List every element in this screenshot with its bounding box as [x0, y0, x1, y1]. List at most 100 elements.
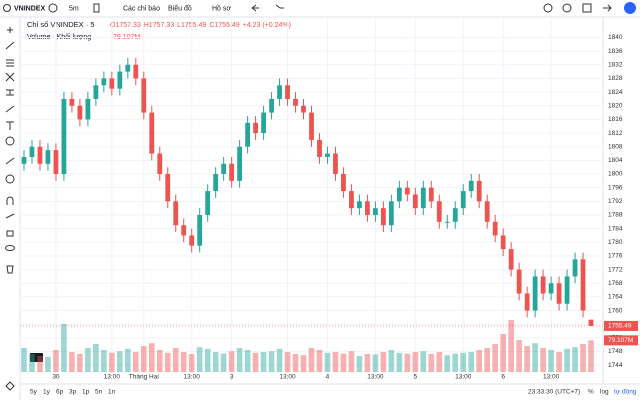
compare-button[interactable] [48, 3, 58, 13]
volume-bar [396, 352, 403, 372]
volume-bar [516, 340, 522, 372]
volume-badge [604, 335, 638, 346]
range-button[interactable]: 1y [43, 389, 51, 396]
volume-bar [492, 344, 498, 372]
magnet-tool[interactable] [6, 196, 14, 205]
range-button[interactable]: 1n [108, 389, 116, 396]
y-tick-label: 1760 [608, 307, 623, 314]
candle-body [269, 98, 274, 113]
volume-bar [212, 352, 219, 372]
y-tick-label: 1840 [608, 34, 623, 41]
logo [30, 353, 43, 362]
y-tick-label: 1816 [608, 116, 623, 123]
lock-tool[interactable] [6, 230, 14, 237]
volume-bar [388, 350, 395, 372]
indicators-button[interactable]: Các chỉ báo [123, 4, 160, 12]
y-tick-label: 1796 [608, 184, 623, 191]
candle-body [117, 71, 123, 89]
symbol[interactable]: VNINDEX [14, 5, 45, 12]
alert-button[interactable] [543, 3, 553, 13]
x-tick-label: 13:00 [543, 374, 560, 381]
volume-bar [164, 352, 171, 372]
volume-bar [380, 352, 387, 372]
x-tick-label: 6 [501, 374, 505, 381]
candle-body [476, 180, 482, 202]
candle-body [508, 249, 514, 270]
candle-icon[interactable] [93, 3, 100, 13]
projection-tool[interactable] [6, 89, 14, 96]
volume-bar [109, 352, 115, 372]
trend-line-tool[interactable] [5, 41, 15, 50]
x-tick-label: 13:00 [279, 374, 296, 381]
candle-body [157, 153, 163, 175]
candle-body [500, 235, 506, 250]
avatar[interactable] [624, 2, 636, 14]
volume-bar [252, 352, 259, 372]
auto-toggle[interactable]: tự động [614, 389, 637, 396]
volume-bar [444, 355, 451, 372]
pattern-tool[interactable] [5, 72, 15, 82]
ohlc-change: +4.23 (+0.24%) [243, 22, 291, 29]
volume-bar [316, 350, 323, 372]
measure-tool[interactable] [5, 157, 15, 165]
y-tick-label: 1792 [608, 198, 623, 205]
undo-button[interactable] [251, 4, 259, 12]
redo-button[interactable] [275, 4, 284, 9]
layers-button[interactable] [5, 381, 15, 391]
volume-bar [268, 351, 275, 372]
volume-bar [572, 347, 578, 372]
fullscreen-button[interactable] [582, 3, 592, 13]
log-toggle[interactable]: log [600, 389, 609, 396]
percent-toggle[interactable]: % [588, 389, 594, 396]
y-tick-label: 1820 [608, 102, 623, 109]
range-button[interactable]: 6p [56, 389, 64, 396]
volume-bar [148, 343, 155, 372]
settings-button[interactable] [562, 3, 572, 13]
volume-bar [69, 352, 75, 372]
text-tool[interactable] [6, 121, 14, 130]
fib-tool[interactable] [6, 59, 14, 67]
volume-bar [532, 343, 538, 372]
volume-bar [540, 348, 546, 372]
tv-logo [30, 353, 43, 362]
range-button[interactable]: 1p [82, 389, 90, 396]
candle-body [588, 319, 594, 326]
brush-tool[interactable] [5, 105, 15, 113]
volume-bar [436, 352, 443, 372]
ohlc-value: C1755.49 [209, 22, 239, 29]
candle-body [101, 78, 107, 86]
volume-bar [101, 350, 107, 372]
volume-bar [292, 354, 299, 372]
zoom-tool[interactable] [5, 174, 15, 184]
volume-bar [556, 352, 562, 372]
range-button[interactable]: 5y [30, 389, 38, 396]
volume-bar [404, 353, 411, 372]
emoji-tool[interactable] [5, 136, 15, 146]
volume-bar [564, 348, 570, 372]
share-button[interactable] [603, 4, 612, 12]
y-tick-label: 1824 [608, 89, 623, 96]
ohlc-value: H1757.33 [144, 22, 174, 29]
candle-body [189, 235, 195, 246]
volume-bar [125, 348, 131, 372]
volume-bar [500, 334, 506, 372]
y-tick-label: 1804 [608, 157, 623, 164]
candle-body [333, 153, 338, 175]
candle-body [436, 201, 442, 222]
hide-tool[interactable] [5, 245, 15, 251]
delete-tool[interactable] [6, 265, 14, 274]
lock-draw-tool[interactable] [5, 213, 15, 219]
candle-body [37, 146, 43, 164]
range-button[interactable]: 3p [69, 389, 77, 396]
volume-bar [348, 351, 355, 372]
candle-body [420, 187, 426, 209]
candle-body [540, 276, 546, 294]
x-tick-label: 13:00 [455, 374, 472, 381]
search-icon[interactable] [3, 4, 11, 12]
range-button[interactable]: 5n [95, 389, 103, 396]
interval[interactable]: 5m [69, 5, 79, 12]
profile-button[interactable]: Hồ sơ [212, 3, 231, 12]
chart-type-button[interactable]: Biểu đồ [168, 3, 192, 12]
crosshair-tool[interactable] [7, 27, 13, 33]
